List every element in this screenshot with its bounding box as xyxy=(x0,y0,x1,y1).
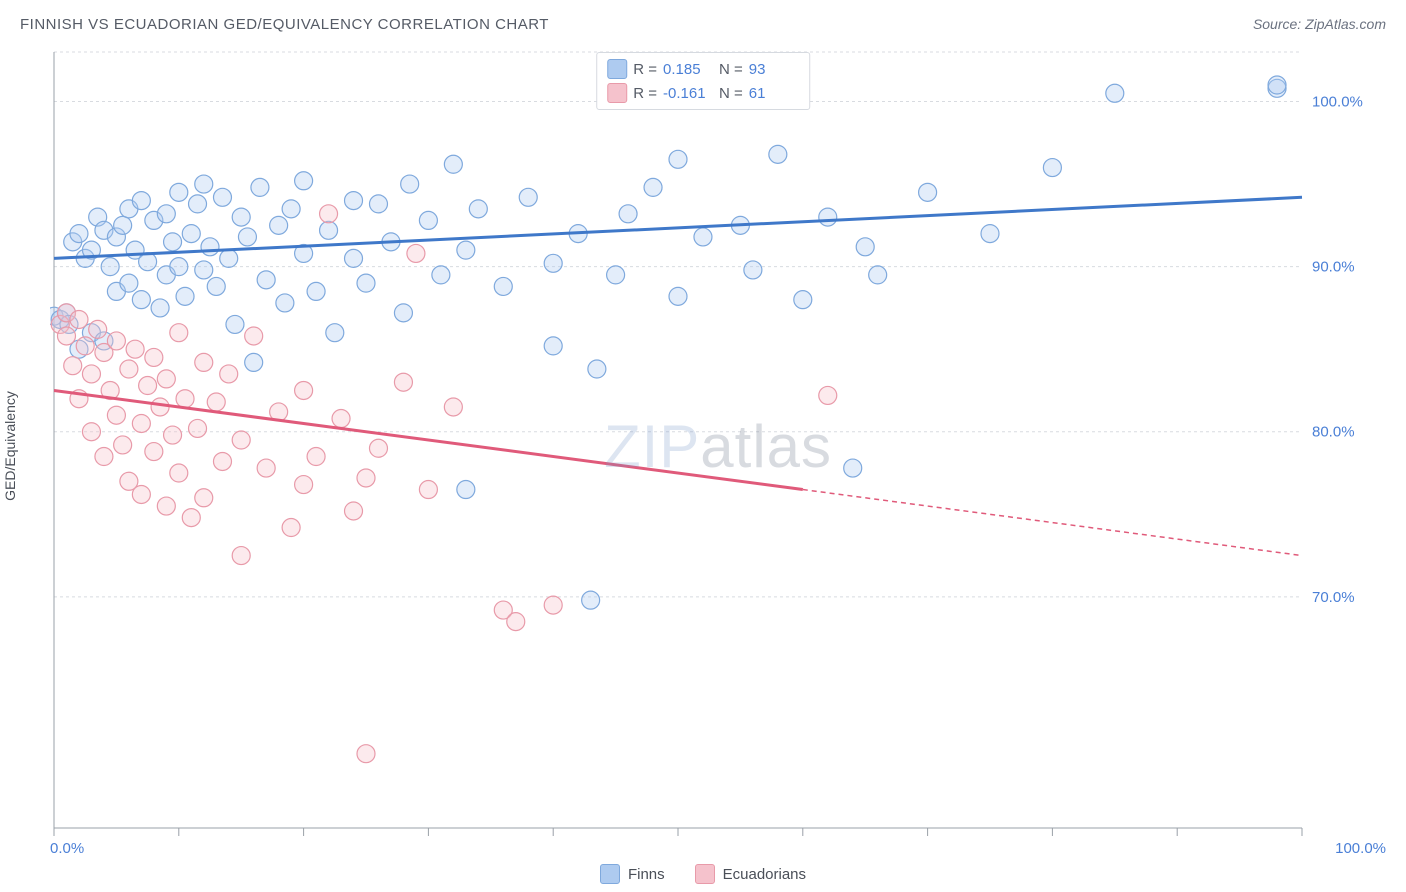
x-min-label: 0.0% xyxy=(50,840,84,857)
legend-row: R = -0.161 N = 61 xyxy=(607,81,799,105)
n-label: N = xyxy=(719,85,743,102)
r-label: R = xyxy=(633,61,657,78)
y-axis-label: GED/Equivalency xyxy=(2,391,18,501)
legend-swatch xyxy=(695,864,715,884)
r-value: 0.185 xyxy=(663,61,713,78)
source-attribution: Source: ZipAtlas.com xyxy=(1253,16,1386,32)
chart-area: 70.0%80.0%90.0%100.0% ZIPatlas xyxy=(50,48,1386,852)
svg-text:100.0%: 100.0% xyxy=(1312,94,1363,111)
svg-text:80.0%: 80.0% xyxy=(1312,424,1355,441)
r-label: R = xyxy=(633,85,657,102)
legend-row: R = 0.185 N = 93 xyxy=(607,57,799,81)
legend-label: Ecuadorians xyxy=(723,866,806,883)
series-legend: Finns Ecuadorians xyxy=(0,864,1406,884)
x-axis-labels: 0.0% 100.0% xyxy=(50,840,1386,860)
legend-swatch xyxy=(600,864,620,884)
legend-swatch xyxy=(607,83,627,103)
n-value: 93 xyxy=(749,61,799,78)
scatter-plot: 70.0% 80.0% 90.0% 100.0% xyxy=(50,48,1386,852)
legend-item: Ecuadorians xyxy=(695,864,806,884)
r-value: -0.161 xyxy=(663,85,713,102)
legend-item: Finns xyxy=(600,864,665,884)
n-value: 61 xyxy=(749,85,799,102)
n-label: N = xyxy=(719,61,743,78)
svg-text:90.0%: 90.0% xyxy=(1312,259,1355,276)
source-label: Source: xyxy=(1253,16,1305,32)
source-name: ZipAtlas.com xyxy=(1305,16,1386,32)
correlation-legend: R = 0.185 N = 93 R = -0.161 N = 61 xyxy=(596,52,810,110)
legend-label: Finns xyxy=(628,866,665,883)
x-max-label: 100.0% xyxy=(1335,840,1386,857)
chart-title: FINNISH VS ECUADORIAN GED/EQUIVALENCY CO… xyxy=(20,16,549,33)
legend-swatch xyxy=(607,59,627,79)
svg-text:70.0%: 70.0% xyxy=(1312,589,1355,606)
